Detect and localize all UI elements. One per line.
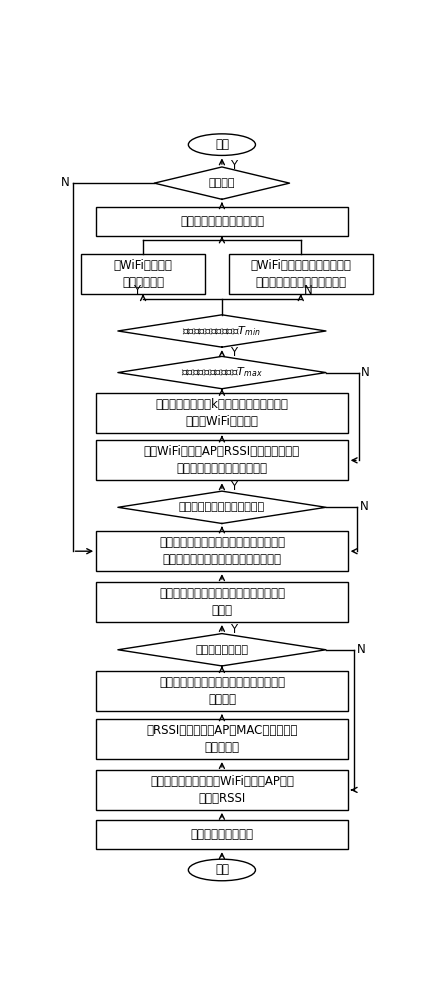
- Text: 终端扫描定位区域记录WiFi接入点AP的信
号强度RSSI: 终端扫描定位区域记录WiFi接入点AP的信 号强度RSSI: [150, 775, 294, 805]
- Text: N: N: [357, 643, 366, 656]
- Text: 扫描WiFi接入点AP将RSSI值与指纹数据库
数据进行匹配并计算欧式距离: 扫描WiFi接入点AP将RSSI值与指纹数据库 数据进行匹配并计算欧式距离: [144, 445, 300, 475]
- Text: 计时器时间是否达到校正周期: 计时器时间是否达到校正周期: [179, 502, 265, 512]
- FancyBboxPatch shape: [81, 254, 205, 294]
- Text: Y: Y: [230, 623, 237, 636]
- Text: 将RSSI值及对应的AP的MAC地址作为采
样点的指纹: 将RSSI值及对应的AP的MAC地址作为采 样点的指纹: [146, 724, 297, 754]
- Text: N: N: [361, 366, 370, 379]
- Ellipse shape: [188, 859, 255, 881]
- FancyBboxPatch shape: [96, 770, 348, 810]
- FancyBboxPatch shape: [96, 582, 348, 622]
- Polygon shape: [118, 356, 326, 389]
- FancyBboxPatch shape: [96, 393, 348, 433]
- Polygon shape: [118, 634, 326, 666]
- Polygon shape: [118, 315, 326, 347]
- Text: Y: Y: [230, 480, 237, 493]
- FancyBboxPatch shape: [96, 207, 348, 236]
- Polygon shape: [154, 167, 290, 199]
- FancyBboxPatch shape: [96, 719, 348, 759]
- Text: Y: Y: [132, 284, 140, 297]
- Text: 欧式距离是否小于阈值$T_{max}$: 欧式距离是否小于阈值$T_{max}$: [181, 366, 263, 379]
- Text: 将采样点位置坐标加记下保存的位置指纹
数据库中: 将采样点位置坐标加记下保存的位置指纹 数据库中: [159, 676, 285, 706]
- Text: 将WiFi定位坐标
设为最终坐标: 将WiFi定位坐标 设为最终坐标: [113, 259, 172, 289]
- FancyBboxPatch shape: [229, 254, 373, 294]
- Ellipse shape: [188, 134, 255, 155]
- Text: 欧式距离是否小于阈值$T_{min}$: 欧式距离是否小于阈值$T_{min}$: [182, 324, 262, 338]
- Text: 设定行人初始位置与位置校正周期，开启
计时器: 设定行人初始位置与位置校正周期，开启 计时器: [159, 587, 285, 617]
- Text: 开始: 开始: [215, 863, 229, 876]
- Text: 计时器清零，重新开始计时: 计时器清零，重新开始计时: [180, 215, 264, 228]
- Text: 确定整个区域采样点: 确定整个区域采样点: [191, 828, 253, 841]
- Text: N: N: [304, 284, 313, 297]
- Text: 将WiFi定位坐标与惯性导航计
算坐标进行加权得出最终坐标: 将WiFi定位坐标与惯性导航计 算坐标进行加权得出最终坐标: [250, 259, 351, 289]
- FancyBboxPatch shape: [96, 820, 348, 849]
- Text: N: N: [61, 176, 70, 189]
- Text: 是否结束: 是否结束: [209, 178, 235, 188]
- Text: 是否完成所有采样: 是否完成所有采样: [195, 645, 249, 655]
- Polygon shape: [118, 491, 326, 523]
- Text: Y: Y: [230, 159, 237, 172]
- Text: Y: Y: [230, 346, 237, 359]
- FancyBboxPatch shape: [96, 531, 348, 571]
- Text: N: N: [359, 500, 368, 513]
- FancyBboxPatch shape: [96, 440, 348, 480]
- FancyBboxPatch shape: [96, 671, 348, 711]
- Text: 将欧式距离最小的k个指纹对应坐标进行平
均得出WiFi定位坐标: 将欧式距离最小的k个指纹对应坐标进行平 均得出WiFi定位坐标: [155, 398, 288, 428]
- Text: 沿实验路线向前行走进行航位推算，通过
惯性传感器计算行人坐标，及行走距离: 沿实验路线向前行走进行航位推算，通过 惯性传感器计算行人坐标，及行走距离: [159, 536, 285, 566]
- Text: 结束: 结束: [215, 138, 229, 151]
